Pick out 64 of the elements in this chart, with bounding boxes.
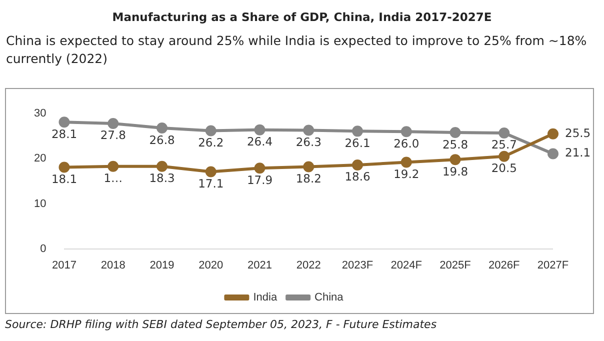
x-tick-label: 2021 — [248, 259, 272, 272]
point — [205, 125, 216, 136]
point — [108, 160, 119, 172]
data-label: 27.8 — [100, 128, 126, 142]
point — [352, 159, 363, 170]
x-tick-label: 2026F — [488, 259, 520, 272]
y-tick-label: 0 — [40, 242, 46, 255]
data-label: 18.2 — [296, 172, 322, 186]
x-tick-label: 2023F — [342, 259, 374, 272]
point — [548, 128, 558, 140]
point — [58, 116, 70, 128]
point — [156, 122, 168, 134]
y-tick-label: 30 — [34, 108, 46, 120]
x-tick-label: 2024F — [390, 259, 422, 272]
data-label: 19.8 — [442, 164, 468, 178]
x-tick-label: 2027F — [537, 259, 569, 272]
data-label: 18.6 — [344, 170, 370, 184]
data-label: 26.2 — [198, 135, 224, 150]
point — [58, 162, 70, 173]
data-label: 18.1 — [51, 172, 78, 186]
point — [400, 126, 412, 138]
data-label: 26.3 — [296, 135, 322, 150]
data-label: 17.9 — [246, 172, 273, 187]
source-note: Source: DRHP filing with SEBI dated September 05, 2023, F - Future Estimates — [5, 318, 437, 331]
data-label: 26.4 — [246, 134, 273, 149]
legend-label: India — [253, 292, 278, 304]
chart-subtitle: China is expected to stay around 25% while India is expected to improve to 25% from ~18% currently (2022) — [5, 32, 588, 68]
x-tick-label: 2025F — [440, 259, 472, 272]
point — [254, 124, 266, 136]
data-label: 21.1 — [565, 146, 591, 160]
point — [450, 154, 461, 166]
data-label: 28.1 — [51, 126, 78, 141]
y-tick-label: 20 — [34, 152, 46, 165]
data-label: 20.5 — [491, 161, 517, 176]
point — [400, 156, 412, 168]
x-tick-label: 2017 — [52, 259, 76, 272]
data-label: 25.7 — [491, 138, 517, 152]
x-tick-label: 2022 — [296, 259, 321, 272]
point — [108, 118, 119, 130]
point — [303, 124, 314, 136]
point — [450, 127, 461, 138]
data-label: 25.8 — [442, 137, 468, 152]
data-label: 19.2 — [394, 167, 420, 182]
data-label: 25.5 — [565, 126, 591, 140]
data-label: 26.1 — [344, 136, 370, 150]
legend-label: China — [314, 292, 344, 304]
data-label: 1… — [104, 171, 123, 186]
point — [205, 166, 216, 178]
point — [303, 161, 314, 172]
point — [548, 148, 558, 160]
point — [156, 160, 168, 172]
data-label: 26.8 — [149, 132, 175, 147]
x-tick-label: 2020 — [198, 259, 224, 272]
data-label: 26.0 — [394, 136, 420, 150]
point — [352, 126, 363, 137]
data-label: 18.3 — [149, 171, 175, 186]
chart-title: Manufacturing as a Share of GDP, China, India 2017-2027E — [111, 10, 493, 26]
y-tick-label: 10 — [34, 198, 46, 210]
data-label: 17.1 — [198, 176, 224, 190]
point — [498, 127, 510, 138]
point — [254, 162, 266, 174]
x-tick-label: 2018 — [100, 259, 126, 272]
x-tick-label: 2019 — [150, 259, 174, 272]
point — [498, 150, 510, 162]
